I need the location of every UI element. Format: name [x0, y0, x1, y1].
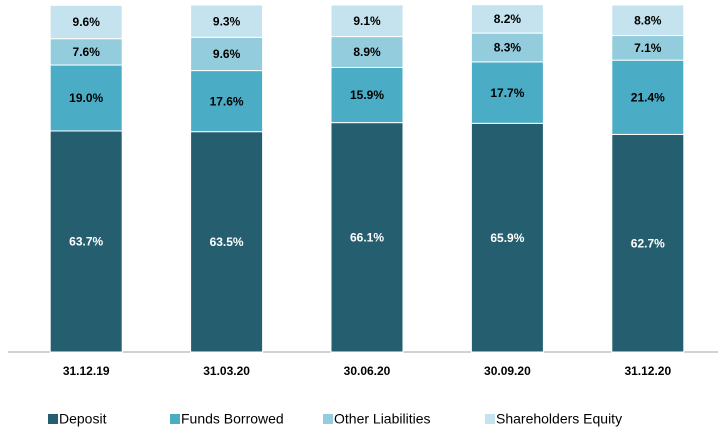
value-label: 63.7% [69, 235, 103, 249]
value-label: 17.6% [210, 94, 244, 108]
x-tick-label: 31.12.19 [63, 364, 110, 378]
bar-segment [611, 4, 685, 37]
legend-label: Deposit [59, 411, 107, 427]
bar-segment [470, 61, 544, 124]
bar-segment [611, 59, 685, 135]
bar-segment [470, 122, 544, 353]
bar-segment [190, 36, 264, 72]
value-label: 21.4% [631, 90, 665, 104]
bar-segment [611, 35, 685, 61]
bar-segment [330, 66, 404, 124]
x-tick-label: 31.12.20 [624, 364, 671, 378]
value-label: 9.3% [213, 14, 241, 28]
bar-segment [330, 36, 404, 68]
value-label: 8.8% [634, 13, 662, 27]
legend-swatch [323, 414, 333, 424]
legend-label: Funds Borrowed [181, 411, 284, 427]
bar-segment [190, 4, 264, 38]
legend-label: Shareholders Equity [496, 411, 622, 427]
value-label: 15.9% [350, 88, 384, 102]
value-label: 63.5% [210, 235, 244, 249]
x-tick-label: 31.03.20 [203, 364, 250, 378]
bar-segment [470, 32, 544, 63]
value-label: 8.9% [353, 45, 381, 59]
legend-swatch [170, 414, 180, 424]
bar-segment [190, 131, 264, 353]
bar-segment [330, 122, 404, 353]
value-label: 66.1% [350, 230, 384, 244]
value-label: 17.7% [490, 86, 524, 100]
bar-segment [49, 4, 123, 40]
value-label: 62.7% [631, 236, 665, 250]
bar-segment [49, 64, 123, 132]
value-label: 9.6% [73, 15, 101, 29]
value-label: 8.2% [494, 12, 522, 26]
bar-segment [190, 70, 264, 133]
value-label: 9.6% [213, 47, 241, 61]
value-label: 8.3% [494, 41, 522, 55]
x-tick-label: 30.09.20 [484, 364, 531, 378]
bar-segment [470, 4, 544, 34]
value-label: 65.9% [490, 231, 524, 245]
value-label: 9.1% [353, 14, 381, 28]
bar-segment [330, 4, 404, 38]
bar-segment [49, 130, 123, 353]
x-tick-label: 30.06.20 [344, 364, 391, 378]
legend-swatch [485, 414, 495, 424]
bar-segment [611, 133, 685, 353]
value-label: 19.0% [69, 91, 103, 105]
value-label: 7.1% [634, 41, 662, 55]
legend-swatch [48, 414, 58, 424]
legend-label: Other Liabilities [334, 411, 431, 427]
value-label: 7.6% [73, 45, 101, 59]
